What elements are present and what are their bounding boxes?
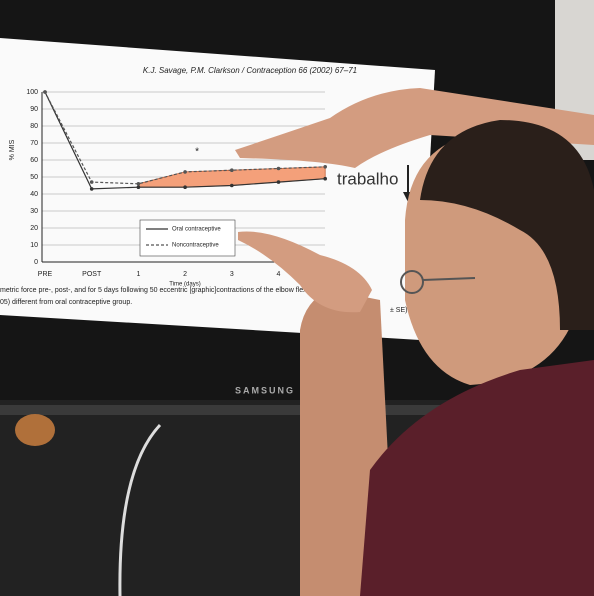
y-tick-label: 80 <box>30 123 38 130</box>
x-tick-label: 4 <box>277 271 281 278</box>
tv-brand: SAMSUNG <box>235 385 295 395</box>
cable <box>118 423 162 596</box>
header: K.J. Savage, P.M. Clarkson / Contracepti… <box>143 66 357 75</box>
point <box>136 182 141 186</box>
y-tick-label: 60 <box>30 157 38 164</box>
point <box>136 185 141 189</box>
x-tick-label: 2 <box>183 271 187 278</box>
lower-hand <box>238 231 372 313</box>
point <box>276 180 281 184</box>
hair <box>420 120 594 330</box>
point <box>89 187 94 191</box>
y-tick-label: 10 <box>30 242 38 249</box>
legend-label: Oral contraceptive <box>172 227 221 233</box>
upper-hand <box>235 88 594 168</box>
point <box>230 183 234 188</box>
chart: % MIS 0 10 20 30 40 50 60 70 80 90 100 PRE POST 1 2 3 4 Ti… <box>0 89 407 314</box>
point <box>276 166 281 171</box>
x-tick-label: 3 <box>230 271 234 278</box>
y-tick-label: 100 <box>26 89 38 96</box>
y-tick-label: 50 <box>30 174 38 181</box>
glasses-arm <box>422 277 476 281</box>
point <box>323 165 328 169</box>
x-tick-label: POST <box>82 271 102 278</box>
point <box>183 170 187 174</box>
point <box>183 185 187 189</box>
shirt <box>360 360 594 596</box>
x-tick-label: PRE <box>38 271 53 278</box>
screen <box>0 38 435 340</box>
y-tick-label: 30 <box>30 208 38 215</box>
stand-edge <box>0 405 594 415</box>
point <box>323 176 328 181</box>
point <box>89 180 94 184</box>
caption-line: ± SE) <box>390 307 407 314</box>
y-tick-label: 70 <box>30 140 38 147</box>
legend-label: Noncontraceptive <box>172 243 219 249</box>
y-tick-label: 20 <box>30 225 38 232</box>
significance-mark: * <box>195 147 199 158</box>
legend <box>139 219 236 257</box>
glasses <box>400 270 424 294</box>
y-tick-label: 40 <box>30 191 38 198</box>
point <box>230 168 234 172</box>
y-axis-label: % MIS <box>9 139 16 160</box>
annotation: trabalho <box>337 169 398 188</box>
figurine <box>15 414 55 446</box>
caption-line: metric force pre-, post-, and for 5 days… <box>0 287 330 294</box>
y-tick-label: 90 <box>30 106 38 113</box>
x-axis-label: Time (days) <box>169 282 200 288</box>
point <box>43 90 47 94</box>
x-tick-label: 1 <box>136 271 140 278</box>
caption-line: 05) different from oral contraceptive gr… <box>0 299 132 306</box>
y-tick-label: 0 <box>34 259 38 266</box>
